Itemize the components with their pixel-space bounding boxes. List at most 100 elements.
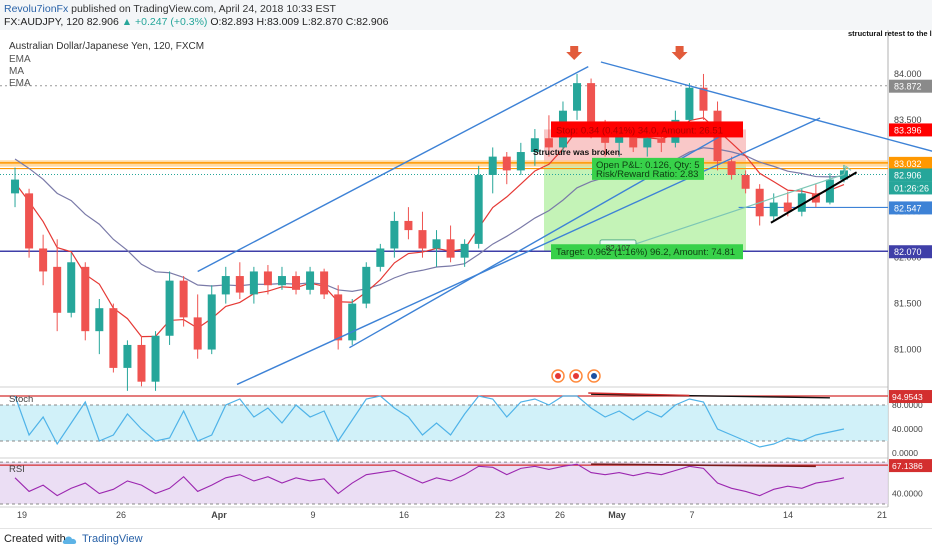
trendline-channel-lower[interactable] [236, 117, 821, 386]
projection-line [599, 173, 845, 257]
stoch-tag-label: 94.9543 [892, 392, 923, 402]
candle-body [657, 138, 666, 143]
candle-body [11, 179, 20, 194]
candle-body [292, 276, 301, 290]
chart-header: Revolu7ionFx published on TradingView.co… [0, 0, 932, 30]
x-tick-label: 16 [399, 510, 409, 520]
price-tag-label: 82.070 [894, 247, 922, 257]
price-tag [889, 123, 932, 137]
candle-body [685, 87, 694, 120]
created-with: Created with [4, 533, 66, 545]
projection-label: 82.107 [606, 244, 631, 253]
candle [151, 331, 160, 391]
candle-body [783, 202, 792, 212]
candle [797, 188, 806, 217]
x-tick-label: May [608, 510, 626, 520]
stoch-band [0, 405, 888, 441]
candle-body [249, 271, 258, 295]
candle [221, 266, 230, 304]
candle [390, 211, 399, 258]
chart-background [0, 30, 932, 528]
candle [109, 303, 118, 373]
candle [348, 299, 357, 345]
ma-line [14, 147, 845, 293]
candle-body [109, 308, 118, 368]
candle-body [769, 202, 778, 217]
corner-note: structural retest to the level. [848, 30, 932, 38]
candle [446, 225, 455, 263]
candle [95, 299, 104, 355]
trendline-rising-wedge[interactable] [770, 171, 858, 224]
candle [67, 253, 76, 318]
candle [699, 73, 708, 120]
candle-body [348, 303, 357, 341]
candle-body [474, 174, 483, 244]
price-tag-label: 83.396 [894, 125, 922, 135]
target-label-box [551, 244, 743, 260]
candle [292, 271, 301, 295]
candle [53, 239, 62, 332]
arrow-down-icon [671, 45, 688, 60]
candle [306, 266, 315, 295]
stoch-tag [889, 390, 932, 404]
candle [516, 142, 525, 175]
price-change: ▲ +0.247 (+0.3%) [121, 16, 208, 28]
candle-body [573, 83, 582, 111]
candle [207, 285, 216, 355]
candle [137, 335, 146, 387]
tradingview-brand[interactable]: TradingView [82, 533, 143, 545]
rsi-label: RSI [9, 464, 25, 475]
price-tag-label: 83.872 [894, 82, 922, 92]
candle [39, 234, 48, 286]
arrow-down-icon [566, 45, 583, 60]
candle [530, 129, 539, 166]
instrument-title: Australian Dollar/Japanese Yen, 120, FXC… [9, 41, 204, 52]
candle-body [165, 280, 174, 336]
candle [432, 230, 441, 267]
candle [235, 262, 244, 300]
candle-body [502, 156, 511, 171]
candle [179, 276, 188, 327]
candle-body [488, 156, 497, 175]
candle-body [53, 266, 62, 313]
candle [404, 207, 413, 240]
candle-body [151, 335, 160, 382]
publish-line: Revolu7ionFx published on TradingView.co… [4, 3, 336, 15]
candle [418, 211, 427, 258]
candle [362, 262, 371, 309]
y-tick-label: 81.000 [894, 345, 922, 355]
trendline-channel-upper[interactable] [197, 65, 589, 273]
candle [460, 239, 469, 267]
candle-body [615, 133, 624, 143]
candle-body [263, 271, 272, 286]
indicator-label: EMA [9, 54, 31, 65]
trendline-descending-resistance[interactable] [600, 61, 932, 248]
author-link[interactable]: Revolu7ionFx [4, 3, 69, 15]
candle [320, 268, 329, 300]
chart-area[interactable]: 82.107 Stop: 0.34 (0.41%) 34.0, Amount: 2… [0, 30, 932, 528]
candle [474, 165, 483, 249]
candle-body [587, 83, 596, 130]
x-tick-label: 21 [877, 510, 887, 520]
price-tag-label: 82.906 [894, 170, 922, 180]
candle [573, 73, 582, 120]
x-tick-label: 19 [17, 510, 27, 520]
footer: Created with TradingView [0, 528, 932, 551]
candle-body [81, 266, 90, 332]
price-tag [889, 79, 932, 93]
candle-body [320, 271, 329, 295]
candle [277, 266, 286, 290]
candle-body [544, 138, 553, 148]
target-label: Target: 0.962 (1.16%) 96.2, Amount: 74.8… [556, 247, 735, 258]
x-tick-label: 14 [783, 510, 793, 520]
event-icon-dot [591, 373, 597, 379]
candle-body [376, 248, 385, 267]
projection-start-arrow [843, 165, 852, 175]
price-tag [889, 156, 932, 170]
candle-body [221, 276, 230, 295]
candle [727, 156, 736, 180]
candle-body [39, 248, 48, 272]
candle-body [432, 239, 441, 249]
rsi-tick: 40.0000 [892, 489, 923, 499]
candle [25, 188, 34, 258]
